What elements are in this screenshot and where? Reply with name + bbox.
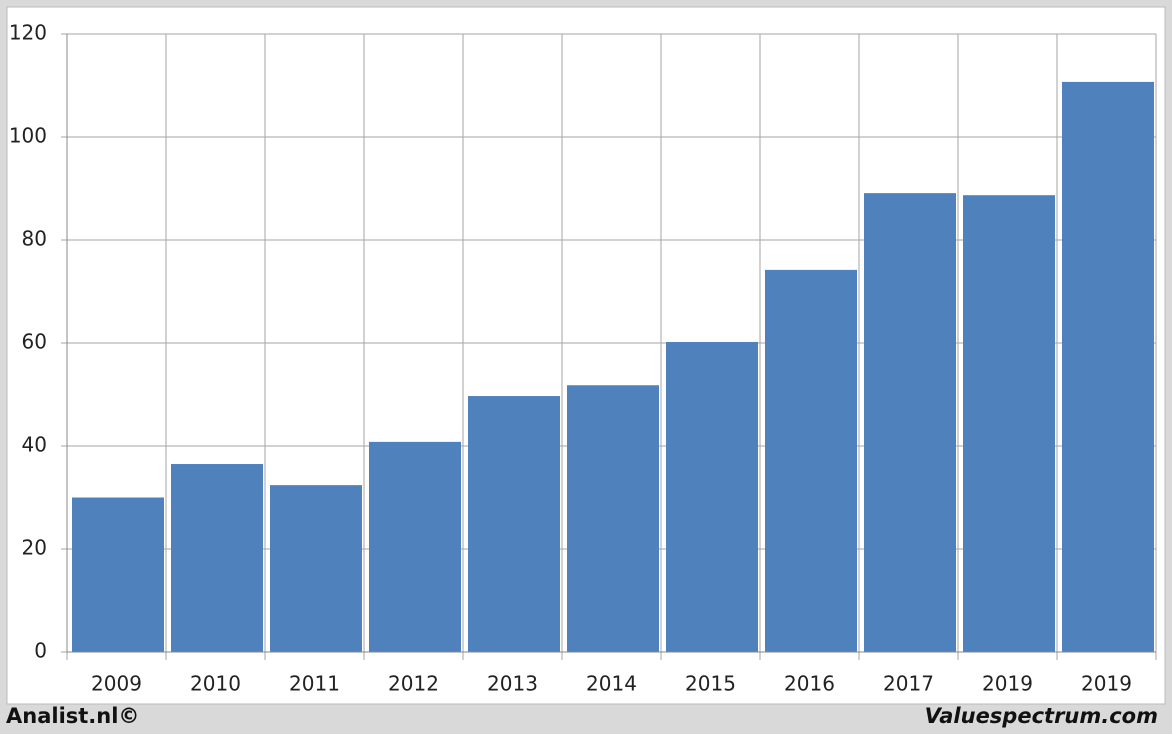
y-tick-label: 20 — [22, 536, 47, 560]
y-tick-label: 100 — [9, 124, 47, 148]
x-tick-label: 2014 — [586, 672, 637, 696]
bar — [270, 485, 362, 652]
x-tick-label: 2019 — [982, 672, 1033, 696]
bar — [864, 193, 956, 652]
bar — [369, 441, 461, 652]
bar — [765, 269, 857, 652]
y-tick-label: 0 — [34, 639, 47, 663]
y-tick-label: 80 — [22, 227, 47, 251]
y-tick-label: 40 — [22, 433, 47, 457]
x-tick-label: 2016 — [784, 672, 835, 696]
x-tick-label: 2010 — [190, 672, 241, 696]
bar — [72, 497, 164, 652]
bar — [1062, 81, 1154, 652]
x-tick-label: 2015 — [685, 672, 736, 696]
bar — [666, 341, 758, 652]
bar — [468, 396, 560, 652]
footer-right: Valuespectrum.com — [925, 704, 1158, 728]
y-tick-label: 120 — [9, 21, 47, 45]
x-tick-label: 2009 — [91, 672, 142, 696]
x-tick-label: 2017 — [883, 672, 934, 696]
x-tick-label: 2019 — [1081, 672, 1132, 696]
bar — [567, 385, 659, 652]
footer-left: Analist.nl© — [6, 704, 139, 728]
x-tick-label: 2012 — [388, 672, 439, 696]
bar — [171, 464, 263, 652]
y-tick-label: 60 — [22, 330, 47, 354]
x-tick-label: 2013 — [487, 672, 538, 696]
bar — [963, 195, 1055, 652]
x-tick-label: 2011 — [289, 672, 340, 696]
